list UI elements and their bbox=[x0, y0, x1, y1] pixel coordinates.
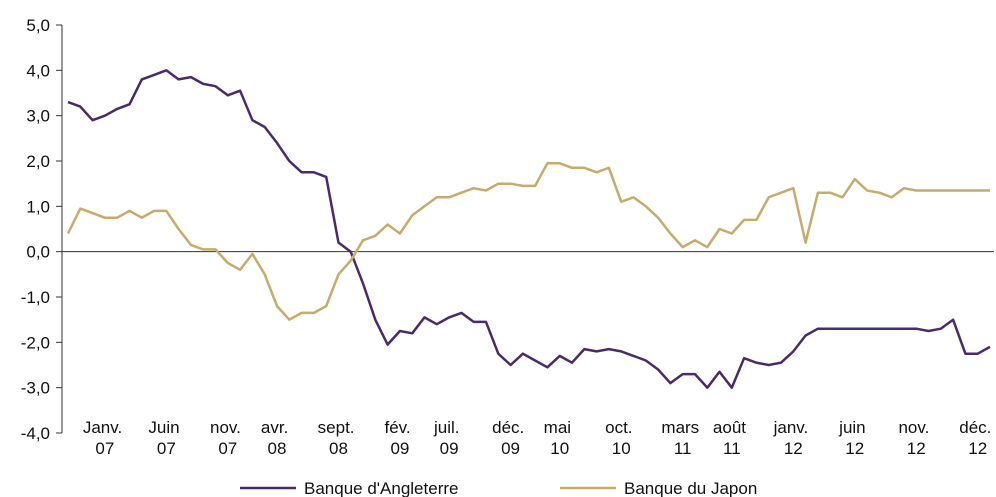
y-tick-label: 5,0 bbox=[26, 16, 50, 35]
y-tick-label: -4,0 bbox=[21, 424, 50, 443]
x-tick-label: mai 10 bbox=[544, 418, 576, 458]
legend-label: Banque du Japon bbox=[624, 479, 757, 497]
x-tick-label: Juin 07 bbox=[148, 418, 184, 458]
x-tick-label: juil. 09 bbox=[433, 418, 464, 458]
y-tick-label: 3,0 bbox=[26, 107, 50, 126]
y-tick-label: -2,0 bbox=[21, 333, 50, 352]
y-tick-label: 2,0 bbox=[26, 152, 50, 171]
series-line bbox=[66, 162, 990, 321]
y-tick-label: -3,0 bbox=[21, 379, 50, 398]
y-tick-label: -1,0 bbox=[21, 288, 50, 307]
x-tick-label: Janv. 07 bbox=[83, 418, 127, 458]
series-line bbox=[67, 69, 991, 389]
legend-label: Banque d'Angleterre bbox=[304, 479, 458, 497]
y-tick-label: 0,0 bbox=[26, 243, 50, 262]
x-tick-label: juin 12 bbox=[838, 418, 870, 458]
x-tick-label: mars 11 bbox=[661, 418, 704, 458]
x-tick-label: janv. 12 bbox=[773, 418, 813, 458]
x-tick-label: avr. 08 bbox=[261, 418, 293, 458]
x-tick-label: août 11 bbox=[713, 418, 751, 458]
x-tick-label: fév. 09 bbox=[384, 418, 415, 458]
y-tick-label: 1,0 bbox=[26, 197, 50, 216]
y-tick-label: 4,0 bbox=[26, 61, 50, 80]
x-tick-label: déc. 09 bbox=[492, 418, 529, 458]
x-tick-label: oct. 10 bbox=[605, 418, 637, 458]
x-tick-label: nov. 12 bbox=[898, 418, 934, 458]
x-tick-label: nov. 07 bbox=[210, 418, 246, 458]
x-tick-label: sept. 08 bbox=[318, 418, 360, 458]
x-tick-label: déc. 12 bbox=[959, 418, 996, 458]
